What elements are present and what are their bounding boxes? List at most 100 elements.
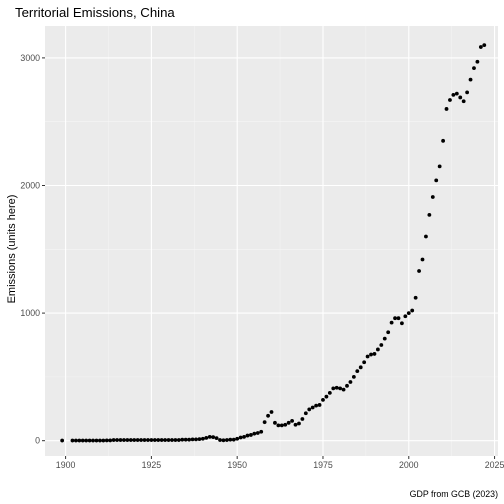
data-point bbox=[310, 405, 315, 410]
data-point bbox=[434, 178, 439, 183]
data-point bbox=[269, 410, 274, 414]
data-point bbox=[410, 308, 415, 313]
data-point bbox=[424, 234, 428, 239]
data-point bbox=[403, 314, 408, 319]
data-point bbox=[358, 365, 363, 370]
data-point bbox=[170, 438, 174, 442]
data-point bbox=[80, 438, 85, 443]
data-point bbox=[159, 438, 164, 442]
data-point bbox=[283, 422, 288, 427]
data-point bbox=[324, 394, 329, 399]
data-point bbox=[293, 422, 298, 427]
data-point bbox=[345, 383, 349, 388]
data-point bbox=[238, 435, 243, 440]
data-point bbox=[252, 431, 257, 436]
data-point bbox=[166, 438, 171, 442]
plot-panel bbox=[45, 26, 498, 456]
y-tick-label: 0 bbox=[35, 436, 40, 446]
data-point bbox=[458, 95, 463, 100]
data-point bbox=[249, 433, 253, 437]
data-point bbox=[451, 93, 456, 97]
data-point bbox=[255, 431, 260, 435]
data-point bbox=[468, 77, 473, 82]
data-point bbox=[194, 437, 198, 442]
y-tick-label: 1000 bbox=[20, 308, 40, 318]
y-axis-title: Emissions (units here) bbox=[6, 195, 18, 304]
data-point bbox=[197, 437, 202, 442]
x-axis-ticks: 1900 1925 1950 1975 2000 2025 bbox=[56, 456, 504, 470]
data-point bbox=[290, 419, 294, 423]
y-axis-ticks: 0 1000 2000 3000 bbox=[20, 53, 45, 446]
data-point bbox=[77, 438, 82, 443]
data-point bbox=[273, 420, 277, 425]
data-point bbox=[338, 386, 343, 391]
data-point bbox=[87, 438, 92, 443]
data-point bbox=[331, 386, 336, 391]
data-point bbox=[190, 437, 195, 442]
data-point bbox=[204, 435, 209, 440]
data-point bbox=[472, 66, 476, 71]
data-point bbox=[448, 98, 452, 102]
data-point bbox=[128, 438, 133, 442]
data-point bbox=[393, 316, 397, 321]
data-point bbox=[279, 423, 284, 428]
data-point bbox=[235, 436, 240, 441]
data-point bbox=[317, 403, 322, 407]
data-point bbox=[115, 438, 119, 442]
data-point bbox=[228, 437, 233, 442]
data-point bbox=[118, 438, 123, 442]
data-point bbox=[101, 438, 106, 443]
data-point bbox=[94, 438, 99, 443]
data-point bbox=[245, 433, 250, 438]
data-point bbox=[207, 434, 212, 439]
data-point bbox=[341, 387, 346, 392]
data-point bbox=[406, 311, 411, 315]
data-point bbox=[355, 369, 360, 374]
data-point bbox=[125, 438, 130, 442]
data-point bbox=[163, 438, 168, 442]
data-point bbox=[441, 138, 445, 143]
data-point bbox=[400, 321, 404, 326]
data-point bbox=[351, 374, 356, 379]
data-point bbox=[430, 195, 435, 199]
data-point bbox=[221, 438, 226, 443]
x-tick-label: 2025 bbox=[485, 460, 504, 470]
data-point bbox=[200, 436, 205, 441]
data-point bbox=[218, 438, 222, 442]
data-point bbox=[303, 411, 308, 416]
data-point bbox=[454, 91, 459, 96]
data-point bbox=[224, 438, 229, 442]
data-point bbox=[84, 438, 89, 443]
data-point bbox=[375, 347, 380, 352]
data-point bbox=[259, 429, 264, 434]
data-point bbox=[60, 438, 65, 443]
data-point bbox=[262, 420, 267, 425]
data-point bbox=[132, 438, 137, 442]
data-point bbox=[146, 438, 150, 442]
data-point bbox=[420, 257, 425, 262]
data-point bbox=[413, 295, 418, 300]
data-point bbox=[98, 438, 102, 443]
data-point bbox=[372, 352, 377, 356]
data-point bbox=[334, 385, 339, 390]
data-point bbox=[321, 397, 325, 402]
data-point bbox=[396, 316, 401, 321]
data-point bbox=[149, 438, 154, 442]
chart-title: Territorial Emissions, China bbox=[15, 5, 175, 20]
data-point bbox=[152, 438, 157, 442]
data-point bbox=[139, 438, 143, 442]
data-point bbox=[176, 438, 181, 442]
data-point bbox=[156, 438, 161, 442]
data-points bbox=[60, 43, 487, 443]
data-point bbox=[122, 438, 126, 442]
x-tick-label: 2000 bbox=[399, 460, 419, 470]
data-point bbox=[379, 343, 384, 347]
data-point bbox=[437, 164, 442, 169]
x-tick-label: 1950 bbox=[227, 460, 247, 470]
x-tick-label: 1900 bbox=[56, 460, 76, 470]
y-tick-label: 3000 bbox=[20, 53, 40, 63]
data-point bbox=[211, 435, 216, 440]
data-point bbox=[386, 330, 391, 335]
data-point bbox=[327, 390, 332, 395]
